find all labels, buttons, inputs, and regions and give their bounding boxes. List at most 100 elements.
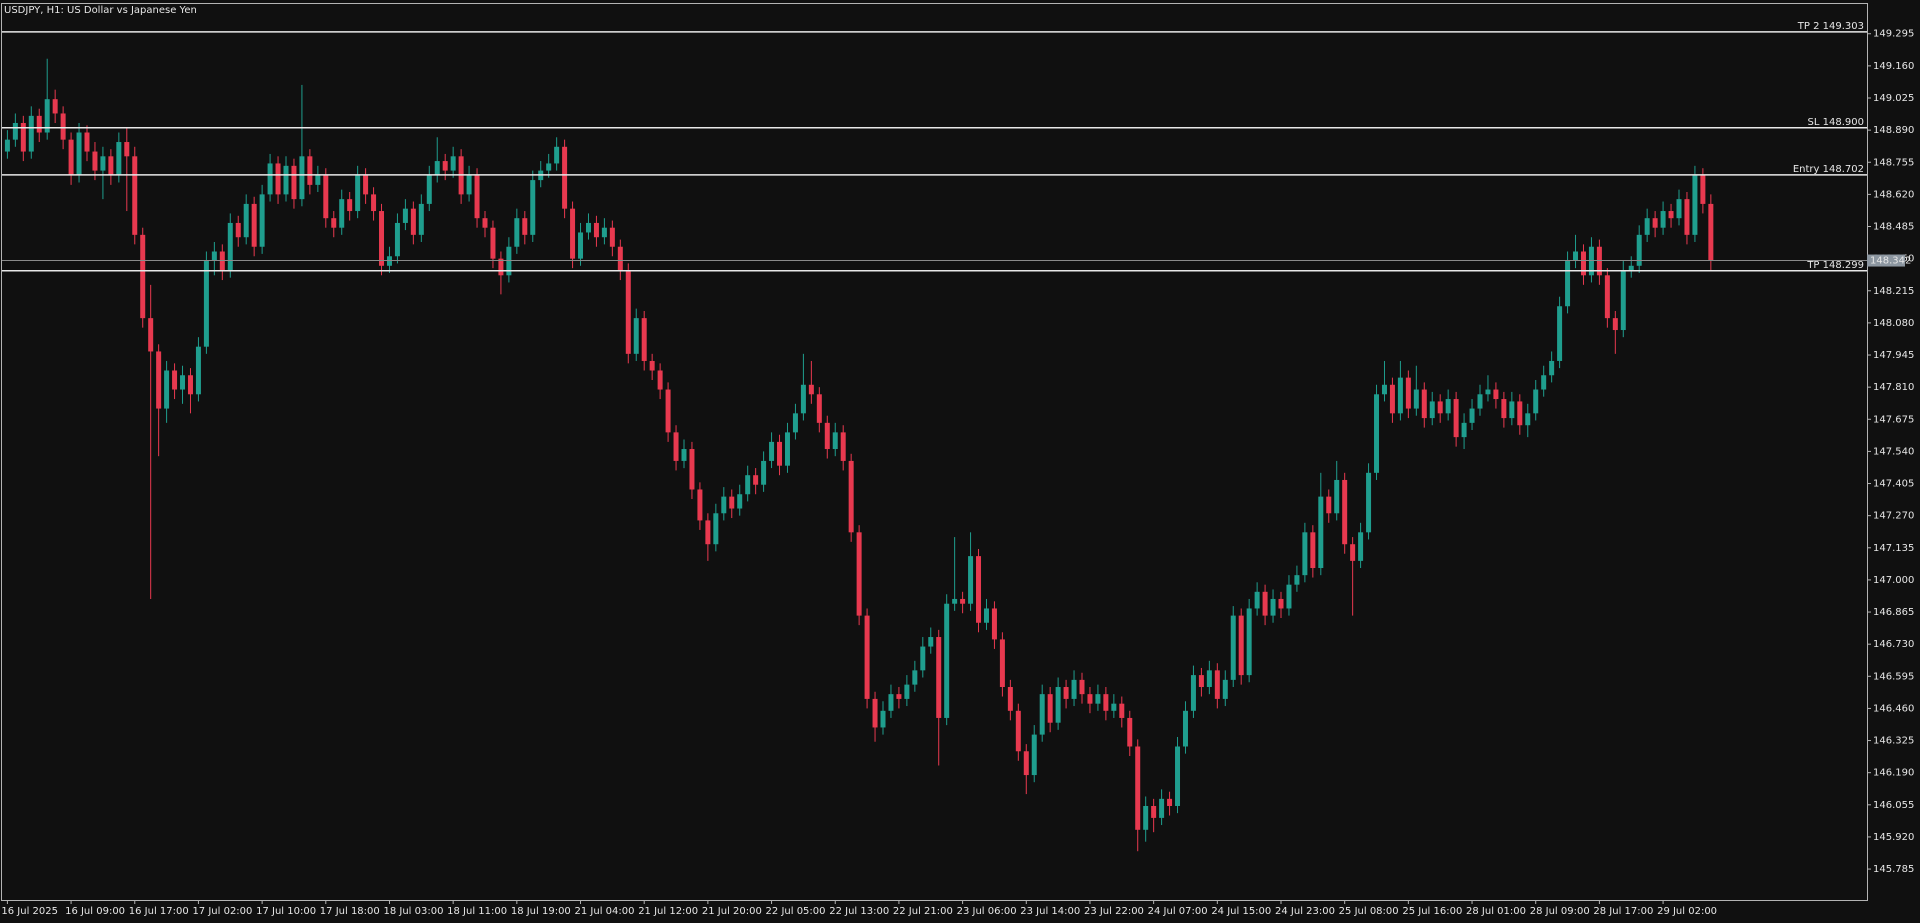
candle-body — [1230, 615, 1236, 680]
candle-body — [1700, 175, 1706, 204]
y-tick-label: 147.945 — [1873, 350, 1914, 361]
candle-body — [426, 175, 432, 204]
candle-body — [769, 441, 775, 461]
candle-body — [1182, 710, 1188, 747]
candle-body — [1573, 251, 1579, 262]
candle-body — [617, 246, 623, 271]
y-tick-label: 146.865 — [1873, 607, 1914, 618]
candle-body — [1604, 275, 1610, 319]
candle-body — [1389, 384, 1395, 414]
y-tick-label: 145.920 — [1873, 832, 1914, 843]
candle-body — [1135, 746, 1141, 830]
candle-body — [1421, 389, 1427, 419]
current-price-label: 148.342 — [1870, 256, 1911, 267]
candle-body — [1047, 694, 1053, 723]
candle-body — [44, 99, 50, 133]
candle-body — [307, 156, 313, 185]
candle-body — [1310, 532, 1316, 569]
y-tick-label: 149.295 — [1873, 29, 1914, 40]
candle-body — [1286, 584, 1292, 609]
y-tick-label: 145.785 — [1873, 864, 1914, 875]
candle-body — [283, 165, 289, 195]
candle-body — [673, 432, 679, 461]
y-tick-label: 148.215 — [1873, 286, 1914, 297]
candle-body — [1469, 408, 1475, 423]
candle-body — [60, 113, 66, 140]
candle-body — [12, 122, 18, 140]
candle-body — [737, 494, 743, 509]
candle-body — [649, 360, 655, 371]
candle-body — [546, 163, 552, 171]
candle-body — [28, 115, 34, 152]
candle-body — [1366, 472, 1372, 533]
level-label: TP 2 149.303 — [1797, 21, 1864, 32]
x-tick-label: 28 Jul 01:00 — [1466, 906, 1526, 917]
candle-body — [235, 222, 241, 238]
candle-body — [912, 670, 918, 685]
candle-body — [665, 389, 671, 433]
candle-body — [1143, 805, 1149, 830]
candle-body — [1668, 211, 1674, 219]
candle-body — [1708, 203, 1714, 261]
candle-body — [76, 132, 82, 176]
candle-body — [1525, 413, 1531, 426]
candle-body — [1175, 746, 1181, 806]
candle-body — [1636, 234, 1642, 266]
candle-body — [259, 194, 265, 247]
candle-body — [347, 199, 353, 212]
candle-body — [936, 637, 942, 718]
candle-body — [601, 227, 607, 238]
candle-body — [1214, 670, 1220, 699]
candle-body — [20, 122, 26, 152]
candle-body — [267, 163, 273, 195]
candle-body — [832, 432, 838, 450]
candle-body — [227, 222, 233, 271]
x-tick-label: 22 Jul 21:00 — [893, 906, 953, 917]
candle-body — [1397, 377, 1403, 414]
candle-body — [816, 394, 822, 423]
candle-body — [753, 475, 759, 485]
candle-body — [1015, 710, 1021, 752]
candle-body — [562, 146, 568, 209]
y-tick-label: 146.055 — [1873, 800, 1914, 811]
candle-body — [1278, 598, 1284, 609]
y-tick-label: 149.025 — [1873, 93, 1914, 104]
x-tick-label: 21 Jul 20:00 — [702, 906, 762, 917]
candle-body — [1342, 479, 1348, 545]
candle-body — [745, 475, 751, 495]
candle-body — [394, 222, 400, 257]
candle-body — [180, 375, 186, 390]
candle-body — [450, 156, 456, 171]
candle-body — [363, 175, 369, 195]
candle-body — [1493, 389, 1499, 400]
candle-body — [275, 163, 281, 195]
candle-body — [1023, 751, 1029, 776]
candle-body — [792, 413, 798, 433]
x-tick-label: 18 Jul 11:00 — [447, 906, 507, 917]
candle-body — [1055, 687, 1061, 723]
candle-body — [52, 99, 58, 114]
candle-body — [1509, 401, 1515, 419]
x-tick-label: 24 Jul 07:00 — [1148, 906, 1208, 917]
candle-body — [1374, 394, 1380, 473]
candle-body — [172, 370, 178, 390]
candle-body — [490, 227, 496, 259]
x-tick-label: 28 Jul 17:00 — [1593, 906, 1653, 917]
y-tick-label: 146.325 — [1873, 736, 1914, 747]
candle-body — [1565, 261, 1571, 307]
candle-body — [1119, 703, 1125, 718]
candle-body — [410, 208, 416, 235]
candle-body — [960, 598, 966, 604]
candle-body — [1485, 389, 1491, 395]
candle-body — [896, 694, 902, 699]
candle-body — [140, 234, 146, 319]
x-tick-label: 21 Jul 04:00 — [575, 906, 635, 917]
x-tick-label: 23 Jul 06:00 — [957, 906, 1017, 917]
candle-body — [1334, 479, 1340, 514]
level-label: Entry 148.702 — [1793, 164, 1864, 175]
x-tick-label: 18 Jul 19:00 — [511, 906, 571, 917]
candle-body — [1628, 265, 1634, 271]
x-tick-label: 24 Jul 23:00 — [1275, 906, 1335, 917]
candle-body — [777, 441, 783, 466]
